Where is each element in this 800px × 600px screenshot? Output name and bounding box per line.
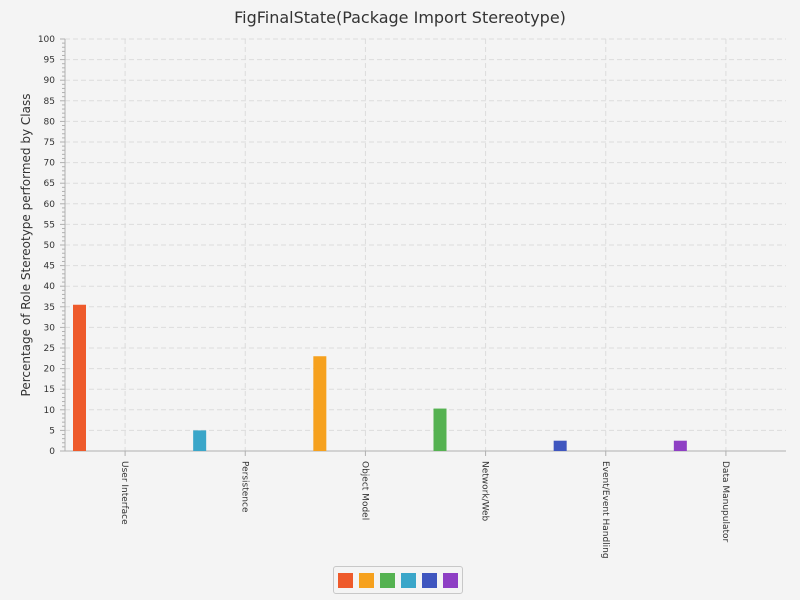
bar xyxy=(673,440,687,451)
y-tick-label: 100 xyxy=(38,35,55,45)
chart-title: FigFinalState(Package Import Stereotype) xyxy=(234,8,566,27)
bars xyxy=(73,304,687,451)
y-tick-label: 45 xyxy=(44,262,55,272)
y-tick-label: 55 xyxy=(44,220,55,230)
legend-swatch xyxy=(380,572,395,588)
x-axis-ticks: User Interface Persistence Object Model Net… xyxy=(119,451,730,559)
y-tick-label: 5 xyxy=(49,426,55,436)
legend-swatch xyxy=(338,572,353,588)
bar xyxy=(433,408,447,451)
legend-swatch xyxy=(443,572,458,588)
bar xyxy=(73,304,86,451)
y-tick-label: 15 xyxy=(44,385,55,395)
y-tick-label: 35 xyxy=(44,303,55,313)
legend-swatch xyxy=(401,572,416,588)
bar xyxy=(553,440,567,451)
x-tick-label: Network/Web xyxy=(480,461,490,522)
y-tick-label: 20 xyxy=(44,365,56,375)
y-tick-label: 70 xyxy=(44,159,56,169)
y-tick-label: 80 xyxy=(44,117,56,127)
legend-swatch xyxy=(422,572,437,588)
y-tick-label: 60 xyxy=(44,200,56,210)
x-tick-label: User Interface xyxy=(119,461,129,525)
bar xyxy=(193,430,207,451)
x-tick-label: Data Manupulator xyxy=(720,461,730,543)
chart-legend xyxy=(333,566,463,594)
legend-swatch xyxy=(359,572,374,588)
y-tick-label: 30 xyxy=(44,323,56,333)
y-tick-label: 50 xyxy=(44,241,56,251)
y-tick-label: 75 xyxy=(44,138,55,148)
x-tick-label: Persistence xyxy=(239,461,249,513)
y-tick-label: 85 xyxy=(44,97,55,107)
y-tick-label: 90 xyxy=(44,76,56,86)
bar xyxy=(313,356,327,451)
y-tick-label: 65 xyxy=(44,179,55,189)
grid-lines xyxy=(65,38,786,451)
y-tick-label: 0 xyxy=(49,447,55,457)
y-axis-label: Percentage of Role Stereotype performed … xyxy=(19,94,33,397)
y-tick-label: 95 xyxy=(44,56,55,66)
y-tick-label: 10 xyxy=(44,406,56,416)
y-tick-label: 25 xyxy=(44,344,55,354)
x-tick-label: Event/Event Handling xyxy=(600,461,610,559)
x-tick-label: Object Model xyxy=(359,461,369,520)
y-axis-ticks: 0 5 10 15 20 25 30 35 40 45 50 55 60 65 70 75 80 85 90 95 10… xyxy=(38,35,65,457)
y-tick-label: 40 xyxy=(44,282,56,292)
